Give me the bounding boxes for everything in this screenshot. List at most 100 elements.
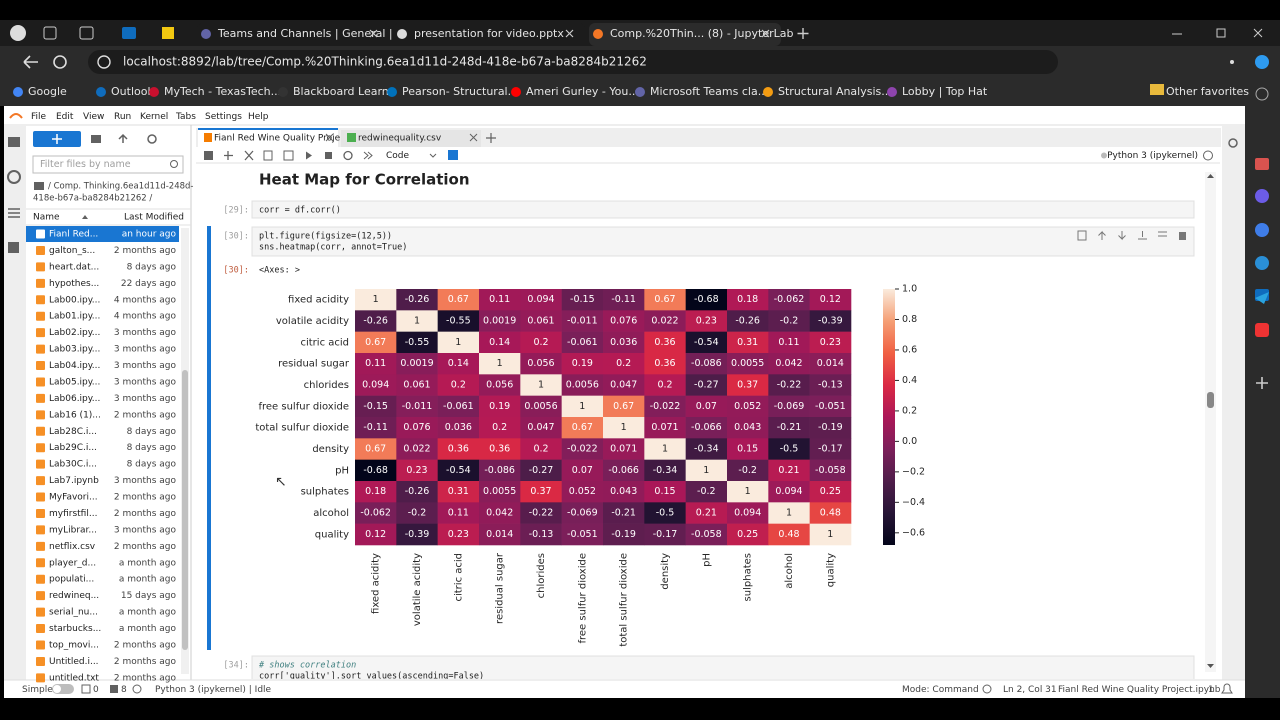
restart-run-button[interactable] xyxy=(363,151,373,160)
code-input[interactable] xyxy=(251,200,1195,219)
powerbi-tab[interactable] xyxy=(162,27,174,39)
bookmark[interactable]: Google xyxy=(28,85,67,98)
site-info-icon[interactable] xyxy=(97,55,111,69)
code-line[interactable]: # shows correlation xyxy=(258,661,356,671)
insert-below[interactable] xyxy=(1158,231,1167,237)
menu-item[interactable]: Settings xyxy=(205,112,242,122)
address-field[interactable] xyxy=(88,50,1058,74)
code-line[interactable]: corr = df.corr() xyxy=(259,206,341,216)
menu-item[interactable]: Edit xyxy=(56,112,74,122)
file-name[interactable]: Lab29C.i... xyxy=(49,443,97,453)
bookmark[interactable]: Microsoft Teams cla... xyxy=(650,85,768,98)
sidebar-app[interactable] xyxy=(1255,323,1269,337)
active-doc-tab[interactable] xyxy=(198,129,338,147)
bell-icon[interactable] xyxy=(1221,683,1233,694)
duplicate-cell[interactable] xyxy=(1077,230,1087,241)
file-name[interactable]: Lab03.ipy... xyxy=(49,345,100,355)
bookmark-folder[interactable]: Other favorites xyxy=(1166,85,1249,98)
interrupt-button[interactable] xyxy=(325,152,332,159)
browser-tab[interactable] xyxy=(197,23,389,46)
menu-item[interactable]: Help xyxy=(248,112,269,122)
file-name[interactable]: Lab02.ipy... xyxy=(49,328,100,338)
move-up[interactable] xyxy=(1098,230,1106,240)
restart-button[interactable] xyxy=(343,150,353,161)
menu-item[interactable]: Run xyxy=(114,112,131,122)
cell-type[interactable]: Code xyxy=(386,151,410,161)
selected-file-row[interactable] xyxy=(26,226,179,242)
file-name[interactable]: player_d... xyxy=(49,558,96,568)
file-name[interactable]: Lab30C.i... xyxy=(49,460,97,470)
active-browser-tab[interactable] xyxy=(589,23,781,46)
file-name[interactable]: Lab01.ipy... xyxy=(49,312,100,322)
sidebar-app[interactable] xyxy=(1255,256,1269,270)
code-line[interactable]: corr['quality'].sort_values(ascending=Fa… xyxy=(259,672,484,682)
doc-tab-close[interactable] xyxy=(469,133,478,142)
file-name[interactable]: starbucks... xyxy=(49,624,101,634)
back-button[interactable] xyxy=(23,55,38,69)
doc-tab[interactable] xyxy=(341,130,481,147)
profile-icon[interactable] xyxy=(10,25,26,41)
browser-tab[interactable] xyxy=(393,23,585,46)
sidebar-search[interactable] xyxy=(1255,87,1269,101)
breadcrumb[interactable]: 418e-b67a-ba8284b21262 / xyxy=(33,194,152,204)
toc-icon[interactable] xyxy=(8,208,20,218)
sidebar-app[interactable] xyxy=(1255,292,1269,304)
file-name[interactable]: myfirstfil... xyxy=(49,509,97,519)
tab-close[interactable] xyxy=(369,29,378,38)
file-name[interactable]: myLibrar... xyxy=(49,525,97,535)
move-down[interactable] xyxy=(1118,231,1126,241)
add-tab-button[interactable] xyxy=(486,133,496,143)
files-icon[interactable] xyxy=(8,137,20,147)
copilot-icon[interactable] xyxy=(1255,55,1269,69)
file-name[interactable]: redwineq... xyxy=(49,591,99,601)
file-name[interactable]: heart.dat... xyxy=(49,262,99,272)
menu-item[interactable]: View xyxy=(83,112,104,122)
extensions-icon[interactable] xyxy=(8,242,19,253)
file-name[interactable]: untitled.txt xyxy=(49,673,99,683)
column-header[interactable]: Last Modified xyxy=(124,213,184,223)
menu-dots[interactable] xyxy=(1230,60,1234,64)
breadcrumb[interactable]: / Comp. Thinking.6ea1d11d-248d- xyxy=(48,182,194,192)
bookmark[interactable]: MyTech - TexasTech... xyxy=(164,85,281,98)
file-name[interactable]: Fianl Red... xyxy=(49,230,98,240)
code-input[interactable] xyxy=(251,226,1195,257)
filter-box[interactable] xyxy=(32,155,184,174)
menu-item[interactable]: Tabs xyxy=(175,112,196,122)
doc-tab-close[interactable] xyxy=(325,133,334,142)
filter-placeholder[interactable]: Filter files by name xyxy=(40,159,131,170)
insert-above[interactable] xyxy=(1138,231,1147,240)
bookmark[interactable]: Lobby | Top Hat xyxy=(902,85,988,98)
new-tab[interactable] xyxy=(797,28,809,39)
notebook-scroll-thumb[interactable] xyxy=(1207,392,1214,408)
doc-tab-title[interactable]: redwinequality.csv xyxy=(358,134,442,144)
file-name[interactable]: Untitled.i... xyxy=(49,657,99,667)
column-header[interactable]: Name xyxy=(33,213,60,223)
insert-cell-button[interactable] xyxy=(224,151,233,160)
copy-button[interactable] xyxy=(263,150,273,161)
bookmark[interactable]: Outlook xyxy=(111,85,154,98)
sidebar-add[interactable] xyxy=(1256,377,1268,389)
cut-button[interactable] xyxy=(244,150,254,161)
cell-type-caret[interactable] xyxy=(429,153,437,158)
code-line[interactable]: plt.figure(figsize=(12,5)) xyxy=(259,232,392,242)
scroll-down[interactable] xyxy=(1207,664,1214,668)
sidebar-app[interactable] xyxy=(1255,158,1269,170)
outlook-tab[interactable] xyxy=(122,27,136,39)
file-name[interactable]: Lab7.ipynb xyxy=(49,476,99,486)
file-name[interactable]: galton_s... xyxy=(49,246,95,256)
code-line[interactable]: sns.heatmap(corr, annot=True) xyxy=(259,243,407,253)
file-name[interactable]: top_movi... xyxy=(49,641,99,651)
file-name[interactable]: netflix.csv xyxy=(49,542,96,552)
file-name[interactable]: hypothes... xyxy=(49,279,99,289)
file-name[interactable]: populati... xyxy=(49,575,94,585)
sidebar-app[interactable] xyxy=(1255,189,1269,203)
scroll-up[interactable] xyxy=(1207,174,1214,178)
code-input[interactable] xyxy=(251,655,1195,686)
tab-actions-icon[interactable] xyxy=(79,26,94,40)
status-mode-toggle[interactable]: Simple xyxy=(22,685,53,695)
bookmark[interactable]: Blackboard Learn xyxy=(293,85,389,98)
new-folder-button[interactable] xyxy=(91,135,101,143)
refresh-button[interactable] xyxy=(53,55,67,69)
file-name[interactable]: Lab04.ipy... xyxy=(49,361,100,371)
tab-close[interactable] xyxy=(565,29,574,38)
